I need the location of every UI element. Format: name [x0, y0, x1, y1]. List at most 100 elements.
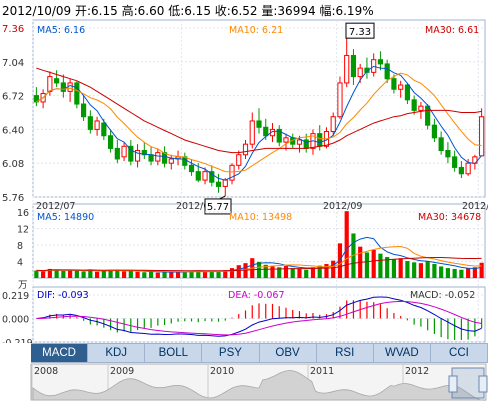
candle-body	[168, 158, 174, 164]
candle	[114, 139, 120, 164]
volume-bar	[135, 271, 140, 278]
x-label-2012-09: 2012/09	[323, 201, 362, 212]
candle-body	[377, 59, 384, 65]
candle-body	[229, 164, 235, 181]
candle	[33, 87, 39, 107]
candle	[202, 167, 208, 185]
overview-navigator[interactable]: 2008 2009 2010 2011 2012	[0, 362, 488, 402]
candle-body	[128, 145, 134, 162]
candle-body	[337, 82, 343, 118]
volume-bar	[34, 270, 39, 278]
volume-bar	[297, 268, 302, 278]
macd-dif-legend: DIF: -0.093	[37, 290, 89, 301]
tab-cci[interactable]: CCI	[431, 344, 488, 362]
volume-bar	[256, 261, 262, 278]
open-value: 6.15	[91, 4, 118, 18]
candle	[465, 158, 471, 176]
volume-bar	[472, 267, 477, 278]
quote-date: 2012/10/09	[2, 4, 72, 18]
candle	[182, 152, 188, 170]
volume-bar	[331, 260, 336, 278]
quote-header: 2012/10/09 开:6.15 高:6.60 低:6.15 收:6.52 量…	[2, 2, 374, 19]
kline-ma30-line	[36, 67, 482, 154]
volume-bar	[196, 270, 201, 278]
candle-body	[357, 67, 363, 78]
tab-obv[interactable]: OBV	[260, 344, 317, 362]
candle	[479, 108, 485, 157]
tab-rsi[interactable]: RSI	[317, 344, 374, 362]
candle	[431, 118, 437, 143]
candle	[101, 118, 107, 140]
macd-dea-line	[36, 300, 482, 336]
open-label: 开:	[75, 4, 92, 18]
volume-bar	[94, 271, 100, 278]
volume-bar	[169, 272, 174, 278]
volume-bar	[439, 266, 444, 278]
volume-bar	[466, 268, 471, 278]
candle	[411, 95, 417, 115]
candle-body	[94, 120, 100, 130]
high-callout-text: 7.33	[349, 27, 371, 38]
volume-bar	[445, 268, 450, 278]
candle	[310, 129, 316, 155]
candle	[188, 158, 195, 176]
volume-bar	[108, 270, 113, 278]
candle	[60, 74, 66, 98]
kline-ma10-line	[36, 72, 482, 173]
candle-body	[438, 137, 444, 152]
volume-bar	[175, 271, 181, 278]
volume-bar	[142, 272, 147, 278]
candle-body	[452, 156, 458, 168]
high-label: 高:	[121, 4, 138, 18]
volume-bar	[81, 271, 86, 278]
volume-bar	[115, 269, 120, 278]
volume-bar	[54, 269, 59, 278]
overview-year-label: 2011	[310, 366, 334, 377]
candle-body	[276, 128, 282, 143]
candle	[364, 57, 370, 79]
low-callout-text: 5.77	[207, 202, 229, 213]
tab-wvad[interactable]: WVAD	[374, 344, 431, 362]
candle-body	[364, 67, 370, 73]
overview-history-area	[32, 370, 486, 401]
candle-body	[134, 150, 141, 162]
tab-boll[interactable]: BOLL	[145, 344, 203, 362]
candle-body	[350, 54, 357, 78]
kline-y-tick: 6.08	[2, 159, 24, 170]
tab-kdj[interactable]: KDJ	[88, 344, 146, 362]
volume-bar	[310, 267, 316, 278]
candle-body	[101, 122, 107, 137]
overview-year-label: 2009	[110, 366, 134, 377]
volume-bar	[148, 271, 154, 278]
volume-ma30-legend: MA30: 34678	[418, 212, 481, 223]
candle	[155, 148, 161, 166]
volume-bar	[189, 270, 194, 278]
candle	[350, 49, 357, 86]
macd-dif-line	[36, 296, 482, 337]
candle	[67, 78, 73, 102]
volume-bar	[223, 270, 228, 278]
candle	[215, 173, 222, 193]
volume-y-tick: 12	[17, 225, 29, 236]
tab-macd[interactable]: MACD	[31, 344, 89, 362]
candle-body	[391, 78, 397, 90]
volume-bar	[68, 270, 73, 278]
candle	[128, 139, 134, 166]
kline-y-tick: 7.36	[2, 24, 24, 35]
volume-bar	[236, 265, 241, 278]
candle	[418, 101, 424, 119]
volume-bar	[290, 268, 295, 278]
overview-year-label: 2012	[405, 366, 429, 377]
overview-left-handle	[448, 375, 458, 393]
candle-body	[242, 143, 249, 156]
kline-y-tick: 5.76	[2, 193, 24, 204]
candle	[222, 177, 228, 196]
candle-body	[155, 152, 161, 162]
candle-body	[249, 120, 255, 145]
volume-bar	[182, 271, 187, 278]
candle-body	[195, 171, 201, 181]
tab-psy[interactable]: PSY	[202, 344, 260, 362]
volume-y-tick: 16	[17, 208, 29, 219]
candle	[371, 53, 377, 77]
kline-ma30-legend: MA30: 6.61	[425, 25, 479, 36]
